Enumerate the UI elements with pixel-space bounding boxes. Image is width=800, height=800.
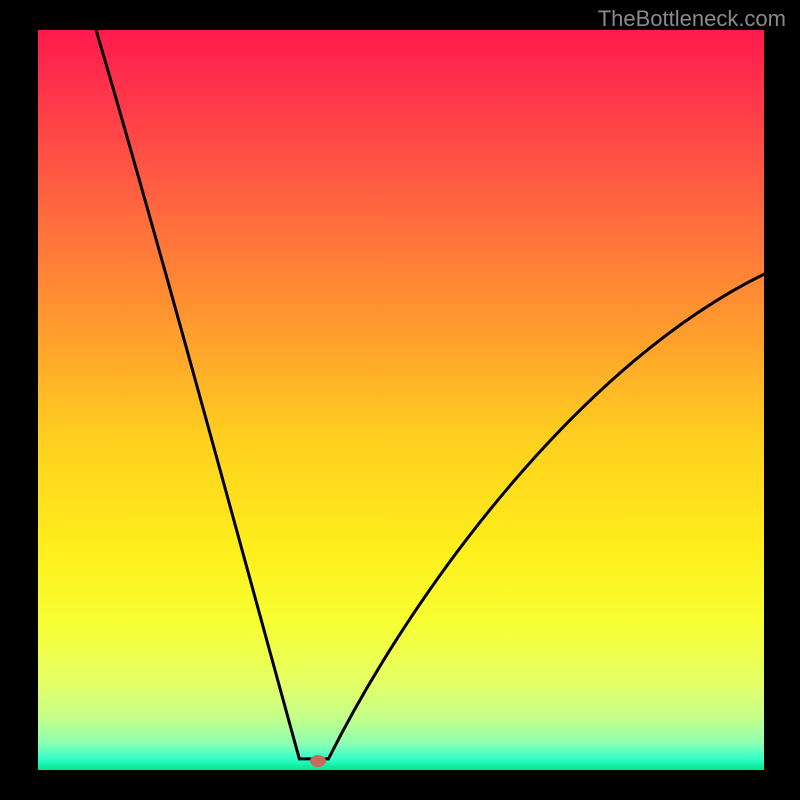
- chart-container: TheBottleneck.com: [0, 0, 800, 800]
- plot-area: [38, 30, 764, 770]
- bottleneck-curve: [38, 30, 764, 770]
- watermark-text: TheBottleneck.com: [598, 6, 786, 32]
- optimal-point-marker: [310, 755, 326, 767]
